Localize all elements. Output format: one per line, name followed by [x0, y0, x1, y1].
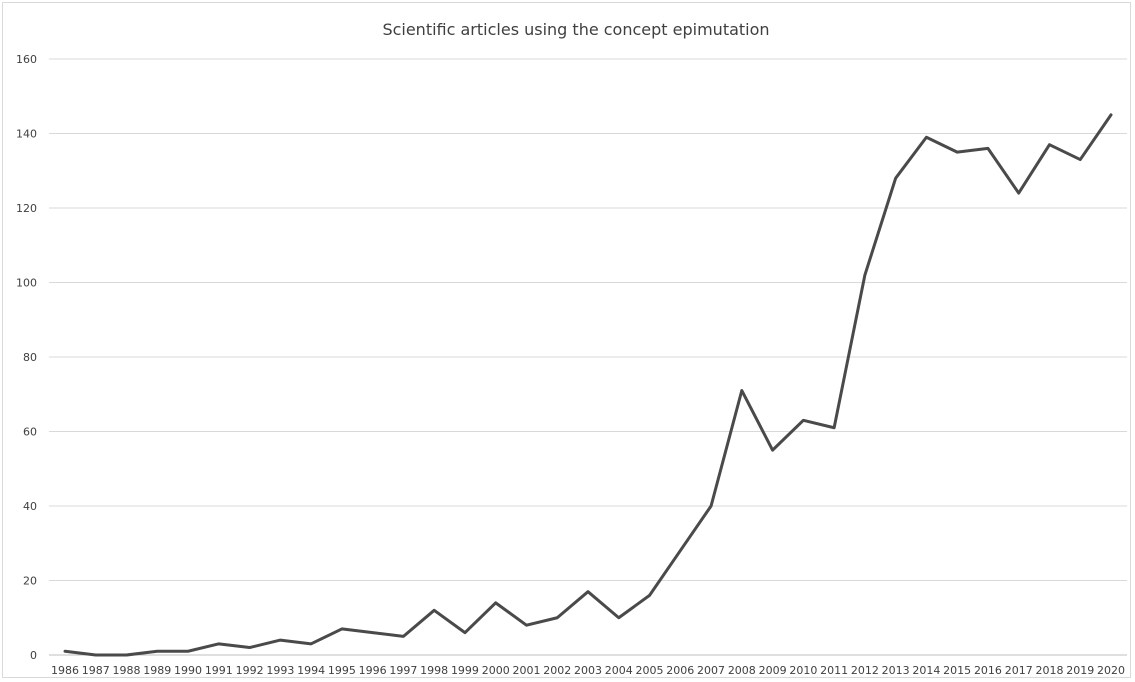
x-tick-label: 1994: [297, 664, 325, 677]
x-tick-label: 2018: [1035, 664, 1063, 677]
y-tick-label: 40: [23, 500, 37, 513]
x-tick-label: 1986: [51, 664, 79, 677]
y-tick-label: 0: [30, 649, 37, 662]
x-tick-label: 2009: [759, 664, 787, 677]
series-line: [63, 113, 1113, 657]
y-tick-label: 160: [16, 53, 37, 66]
x-tick-label: 1987: [82, 664, 110, 677]
y-axis-tick-labels: 0 20 40 60 80 100 120 140 160: [16, 53, 37, 662]
x-tick-label: 2019: [1066, 664, 1094, 677]
x-tick-label: 2015: [943, 664, 971, 677]
x-tick-label: 2000: [482, 664, 510, 677]
x-tick-label: 2004: [605, 664, 633, 677]
x-tick-label: 2012: [851, 664, 879, 677]
x-tick-label: 1992: [236, 664, 264, 677]
series-group: [63, 113, 1113, 657]
chart-title: Scientific articles using the concept ep…: [382, 20, 770, 39]
x-tick-label: 2002: [543, 664, 571, 677]
x-tick-label: 1989: [143, 664, 171, 677]
gridlines: [49, 58, 1127, 656]
y-tick-label: 80: [23, 351, 37, 364]
x-tick-label: 1998: [420, 664, 448, 677]
x-tick-label: 2013: [882, 664, 910, 677]
x-tick-label: 2011: [820, 664, 848, 677]
x-tick-label: 1999: [451, 664, 479, 677]
x-tick-label: 2006: [666, 664, 694, 677]
x-tick-label: 2016: [974, 664, 1002, 677]
x-axis-tick-labels: 1986 1987 1988 1989 1990 1991 1992 1993 1994 1995…: [51, 664, 1125, 677]
x-tick-label: 2014: [912, 664, 940, 677]
x-tick-label: 2017: [1005, 664, 1033, 677]
x-tick-label: 1993: [266, 664, 294, 677]
x-tick-label: 1988: [113, 664, 141, 677]
y-tick-label: 120: [16, 202, 37, 215]
x-tick-label: 1990: [174, 664, 202, 677]
x-tick-label: 2005: [636, 664, 664, 677]
x-tick-label: 1995: [328, 664, 356, 677]
x-tick-label: 2010: [789, 664, 817, 677]
y-tick-label: 20: [23, 575, 37, 588]
y-tick-label: 100: [16, 277, 37, 290]
y-tick-label: 60: [23, 426, 37, 439]
x-tick-label: 2008: [728, 664, 756, 677]
x-tick-label: 1991: [205, 664, 233, 677]
y-tick-label: 140: [16, 128, 37, 141]
x-tick-label: 2001: [512, 664, 540, 677]
x-tick-label: 1996: [359, 664, 387, 677]
x-tick-label: 2003: [574, 664, 602, 677]
x-tick-label: 2007: [697, 664, 725, 677]
x-tick-label: 1997: [389, 664, 417, 677]
x-tick-label: 2020: [1097, 664, 1125, 677]
